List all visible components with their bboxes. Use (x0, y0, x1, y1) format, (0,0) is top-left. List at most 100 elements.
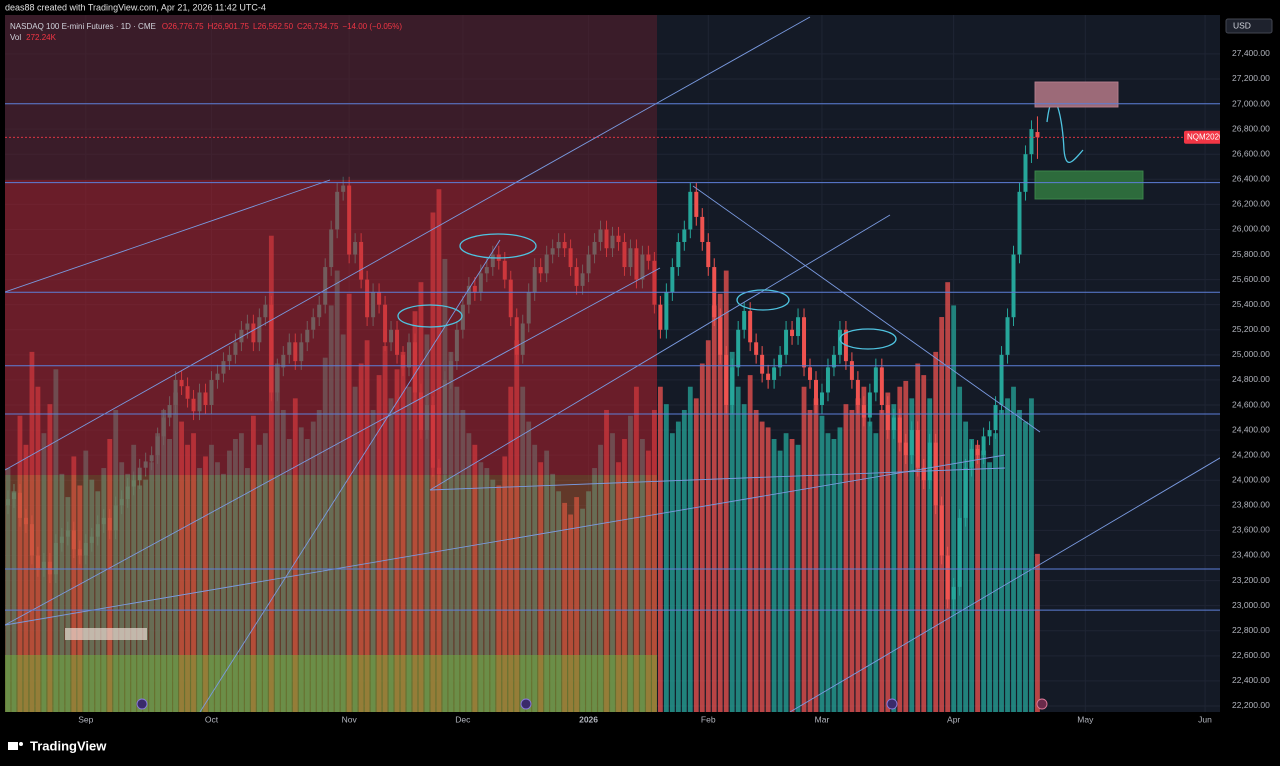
candle-body (927, 442, 932, 481)
x-tick-label: Mar (815, 714, 830, 724)
logo-mark (8, 742, 18, 750)
y-tick-label: 26,600.00 (1232, 148, 1270, 158)
time-axis (0, 712, 1280, 732)
candle-body (855, 379, 860, 406)
volume-bar (849, 409, 855, 712)
y-tick-label: 22,200.00 (1232, 700, 1270, 710)
highlight-ellipse (839, 328, 897, 350)
x-tick-label: Jun (1198, 714, 1212, 724)
candle-body (879, 367, 884, 406)
y-tick-label: 23,800.00 (1232, 500, 1270, 510)
candle-body (897, 417, 902, 443)
volume-bar (885, 392, 891, 712)
volume-bar (987, 462, 992, 712)
volume-bar (741, 404, 747, 712)
candle-body (981, 436, 986, 456)
trend-line (692, 185, 1041, 433)
x-tick-label: May (1077, 714, 1094, 724)
volume-bar (825, 433, 831, 712)
volume-bar (681, 409, 687, 712)
candle-body (993, 405, 998, 431)
candle-body (819, 392, 824, 406)
candle-body (933, 442, 938, 506)
y-tick-label: 26,800.00 (1232, 123, 1270, 133)
volume-bar (663, 404, 669, 712)
volume-bar (687, 386, 693, 712)
candle-body (700, 216, 705, 242)
y-tick-label: 24,800.00 (1232, 374, 1270, 384)
trend-line (5, 16, 811, 471)
volume-bar (675, 421, 681, 712)
target-zone (1034, 81, 1119, 108)
currency[interactable]: USD (1233, 20, 1251, 30)
volume-bar (1035, 553, 1040, 712)
zone-green (5, 655, 657, 712)
candle-body (724, 354, 729, 406)
note-box (65, 628, 147, 640)
candle-body (694, 191, 699, 217)
volume-bar (1011, 386, 1016, 712)
candle-body (760, 354, 765, 374)
volume-bar (807, 409, 813, 712)
volume-bar (897, 386, 903, 712)
volume-bar (981, 450, 986, 712)
volume-bar (735, 386, 741, 712)
trend-line (199, 239, 501, 712)
y-tick-label: 25,200.00 (1232, 324, 1270, 334)
volume-bar (819, 415, 825, 712)
volume-bar (999, 409, 1004, 712)
y-tick-label: 27,400.00 (1232, 48, 1270, 58)
zones (5, 15, 657, 712)
candle-body (754, 342, 759, 355)
price-axis (1220, 15, 1280, 712)
volume-line: Vol 272.24K (10, 33, 57, 42)
y-tick-label: 22,800.00 (1232, 625, 1270, 635)
zone-orange (5, 475, 657, 712)
candle-body (730, 367, 735, 406)
candle-body (706, 241, 711, 268)
volume-bar (1005, 398, 1010, 712)
y-tick-label: 22,400.00 (1232, 675, 1270, 685)
candle-body (1023, 154, 1028, 192)
volume-bar (921, 375, 927, 712)
candle-body (861, 405, 866, 418)
candle-body (790, 329, 795, 337)
candle-body (831, 354, 836, 368)
trend-line (5, 454, 1006, 626)
y-tick-label: 23,200.00 (1232, 575, 1270, 585)
candle-body (915, 430, 920, 468)
volume-bar (975, 444, 980, 712)
candle-body (891, 417, 896, 431)
volume-bar (915, 363, 921, 712)
candle-body (969, 448, 974, 468)
candle-body (825, 367, 830, 393)
x-tick-label: Oct (205, 714, 219, 724)
volume-bar (657, 386, 663, 712)
volume-bar (765, 427, 771, 712)
volume-bar (1017, 409, 1022, 712)
volume-bar (753, 409, 759, 712)
currency-box[interactable] (1225, 18, 1273, 34)
event-icon (1036, 698, 1048, 710)
volume-bar (705, 340, 711, 712)
credit: deas88 created with TradingView.com, Apr… (5, 2, 266, 12)
highlight-ellipse (736, 289, 790, 311)
highlight-ellipse (459, 233, 537, 259)
change: −14.00 (−0.05%) (342, 22, 402, 31)
volume-bar (711, 305, 717, 712)
candle-body (682, 229, 687, 242)
last-symbol: NQM2026 (1187, 132, 1224, 141)
trend-line (5, 179, 331, 293)
volume-bar (891, 404, 897, 712)
volume-label: Vol (10, 33, 21, 42)
symbol: NASDAQ 100 E-mini Futures · 1D · CME (10, 22, 156, 31)
volume-bar (843, 404, 849, 712)
candle-body (963, 467, 968, 518)
zone-upper (5, 15, 657, 180)
event-icon (886, 698, 898, 710)
candle-body (736, 329, 741, 368)
event-icon (520, 698, 532, 710)
volume-bar (801, 386, 807, 712)
volume-bar (717, 293, 723, 712)
